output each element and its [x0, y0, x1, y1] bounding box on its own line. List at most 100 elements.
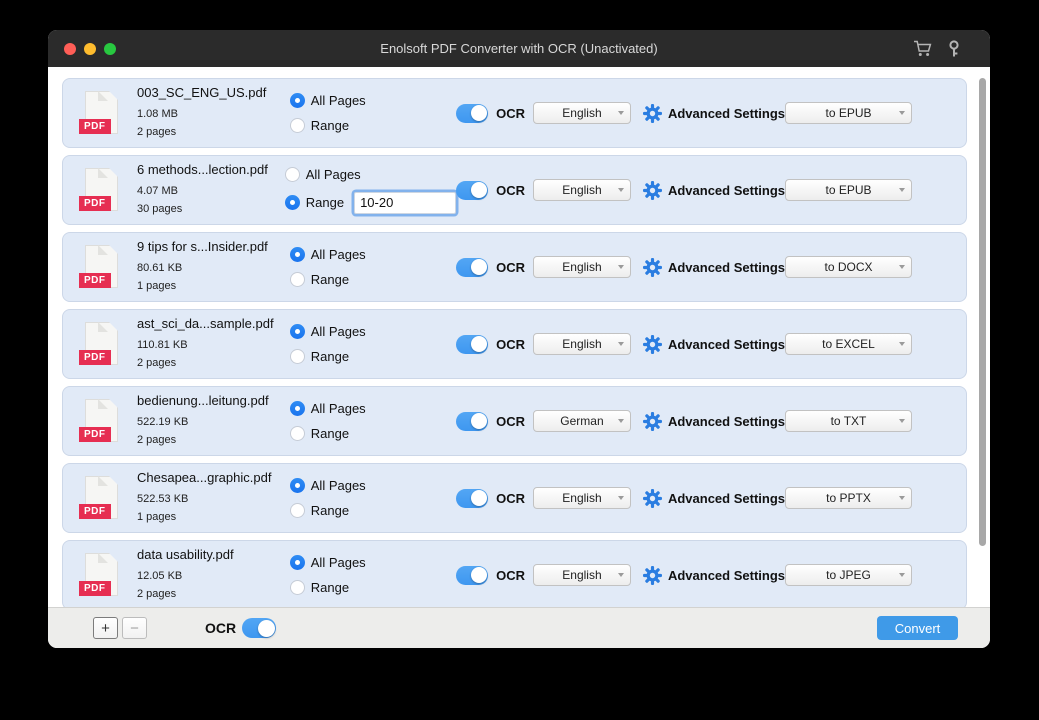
- file-name: 9 tips for s...Insider.pdf: [137, 239, 268, 255]
- pdf-fold: [108, 475, 119, 486]
- all-pages-option[interactable]: All Pages: [289, 401, 456, 416]
- remove-file-button[interactable]: −: [122, 617, 147, 639]
- chevron-down-icon: [899, 265, 905, 269]
- page-mode-group: All Pages Range: [289, 555, 456, 595]
- language-select[interactable]: English: [532, 333, 631, 355]
- format-select[interactable]: to DOCX: [785, 256, 912, 278]
- file-row: PDF 6 methods...lection.pdf 4.07 MB 30 p…: [62, 155, 967, 225]
- language-value: English: [562, 183, 602, 197]
- all-pages-radio[interactable]: [289, 247, 305, 262]
- all-pages-option[interactable]: All Pages: [289, 478, 456, 493]
- pdf-fold: [108, 244, 119, 255]
- ocr-label: OCR: [496, 567, 525, 583]
- ocr-toggle[interactable]: [456, 334, 489, 354]
- language-select[interactable]: English: [532, 256, 631, 278]
- format-select[interactable]: to TXT: [785, 410, 912, 432]
- traffic-lights: [64, 42, 116, 55]
- language-select[interactable]: English: [532, 179, 631, 201]
- pdf-fold-shadow: [98, 399, 108, 409]
- range-radio[interactable]: [289, 580, 305, 595]
- language-value: English: [562, 260, 602, 274]
- all-pages-option[interactable]: All Pages: [284, 166, 456, 182]
- ocr-toggle[interactable]: [456, 488, 489, 508]
- pdf-badge: PDF: [79, 504, 111, 519]
- pdf-fold-shadow: [98, 322, 108, 332]
- minimize-button[interactable]: [84, 42, 96, 55]
- all-pages-radio[interactable]: [289, 478, 305, 493]
- all-pages-radio[interactable]: [284, 166, 300, 182]
- file-name: bedienung...leitung.pdf: [137, 393, 269, 409]
- format-select[interactable]: to EPUB: [785, 179, 912, 201]
- language-value: English: [562, 337, 602, 351]
- range-radio[interactable]: [289, 272, 305, 287]
- all-pages-option[interactable]: All Pages: [289, 93, 456, 108]
- format-select[interactable]: to EXCEL: [785, 333, 912, 355]
- pdf-file-icon: PDF: [79, 320, 121, 368]
- range-radio[interactable]: [289, 426, 305, 441]
- range-input[interactable]: [354, 191, 457, 214]
- fullscreen-button[interactable]: [104, 42, 116, 55]
- pdf-badge: PDF: [79, 350, 111, 365]
- all-pages-label: All Pages: [310, 478, 366, 493]
- file-size: 1.08 MB: [137, 108, 178, 121]
- ocr-toggle[interactable]: [456, 565, 489, 585]
- gear-icon[interactable]: [642, 103, 662, 123]
- pdf-file-icon: PDF: [79, 89, 121, 137]
- advanced-settings-label: Advanced Settings: [667, 105, 785, 121]
- gear-icon[interactable]: [642, 565, 662, 585]
- ocr-toggle[interactable]: [456, 180, 489, 200]
- key-icon[interactable]: [948, 39, 960, 58]
- range-radio[interactable]: [289, 118, 305, 133]
- cart-icon[interactable]: [913, 40, 933, 57]
- format-select[interactable]: to EPUB: [785, 102, 912, 124]
- format-select[interactable]: to JPEG: [785, 564, 912, 586]
- global-ocr-toggle[interactable]: [242, 618, 277, 638]
- ocr-toggle[interactable]: [456, 411, 489, 431]
- scrollbar[interactable]: [979, 78, 986, 546]
- convert-button[interactable]: Convert: [877, 616, 958, 640]
- language-select[interactable]: English: [532, 102, 631, 124]
- add-file-button[interactable]: +: [93, 617, 118, 639]
- file-info: 003_SC_ENG_US.pdf 1.08 MB 2 pages: [137, 85, 290, 140]
- range-option[interactable]: Range: [289, 272, 456, 287]
- range-radio[interactable]: [289, 503, 305, 518]
- gear-icon[interactable]: [642, 334, 662, 354]
- range-option[interactable]: Range: [289, 503, 456, 518]
- file-pages: 2 pages: [137, 125, 177, 138]
- range-option[interactable]: Range: [289, 426, 456, 441]
- page-mode-group: All Pages Range: [289, 93, 456, 133]
- all-pages-radio[interactable]: [289, 93, 305, 108]
- advanced-settings-label: Advanced Settings: [667, 336, 785, 352]
- ocr-toggle[interactable]: [456, 257, 489, 277]
- file-info: data usability.pdf 12.05 KB 2 pages: [137, 547, 290, 602]
- range-radio[interactable]: [284, 195, 300, 210]
- format-value: to DOCX: [824, 260, 873, 274]
- gear-icon[interactable]: [642, 257, 662, 277]
- range-label: Range: [310, 349, 350, 364]
- file-info: bedienung...leitung.pdf 522.19 KB 2 page…: [137, 393, 290, 448]
- advanced-settings-label: Advanced Settings: [667, 567, 785, 583]
- range-option[interactable]: Range: [284, 191, 457, 214]
- all-pages-option[interactable]: All Pages: [289, 324, 456, 339]
- gear-icon[interactable]: [642, 488, 662, 508]
- pdf-fold-shadow: [98, 168, 108, 178]
- range-label: Range: [305, 195, 345, 210]
- ocr-label: OCR: [496, 490, 525, 506]
- language-select[interactable]: English: [532, 564, 631, 586]
- close-button[interactable]: [64, 42, 76, 55]
- gear-icon[interactable]: [642, 180, 662, 200]
- all-pages-option[interactable]: All Pages: [289, 555, 456, 570]
- all-pages-radio[interactable]: [289, 401, 305, 416]
- gear-icon[interactable]: [642, 411, 662, 431]
- language-select[interactable]: German: [532, 410, 631, 432]
- range-option[interactable]: Range: [289, 118, 456, 133]
- all-pages-radio[interactable]: [289, 324, 305, 339]
- ocr-toggle[interactable]: [456, 103, 489, 123]
- all-pages-radio[interactable]: [289, 555, 305, 570]
- all-pages-option[interactable]: All Pages: [289, 247, 456, 262]
- range-radio[interactable]: [289, 349, 305, 364]
- range-option[interactable]: Range: [289, 349, 456, 364]
- format-select[interactable]: to PPTX: [785, 487, 912, 509]
- language-select[interactable]: English: [532, 487, 631, 509]
- range-option[interactable]: Range: [289, 580, 456, 595]
